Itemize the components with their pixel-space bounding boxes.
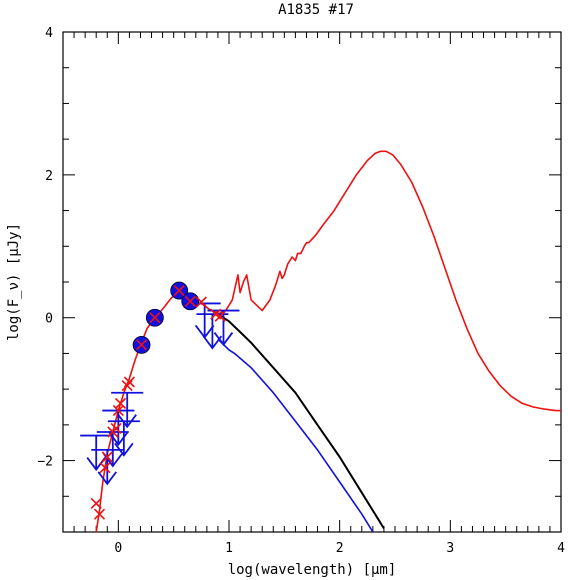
model-cross	[93, 508, 106, 520]
model-cross-stroke	[210, 308, 222, 320]
chart-title: A1835 #17	[278, 2, 354, 18]
series-line-blue	[217, 338, 374, 532]
series-line-black	[217, 313, 385, 529]
model-cross-stroke	[195, 296, 207, 308]
plot-frame	[62, 31, 562, 533]
model-cross	[173, 285, 185, 297]
upper-limit-arrowhead	[97, 471, 117, 486]
model-cross	[99, 462, 111, 474]
model-cross	[149, 312, 161, 324]
model-cross	[112, 405, 124, 417]
upper-limit-markers	[80, 302, 240, 486]
y-tick-label: 2	[45, 169, 53, 184]
x-tick-label: 4	[557, 541, 565, 556]
model-cross-stroke	[90, 497, 102, 509]
y-tick-label: 4	[45, 26, 53, 41]
model-cross-stroke	[123, 376, 135, 388]
model-cross	[90, 497, 102, 509]
y-axis-label: log(F_ν) [μJy]	[6, 223, 22, 341]
upper-limit-arrowhead	[202, 335, 223, 350]
model-cross-stroke	[136, 339, 148, 351]
model-cross-stroke	[112, 405, 124, 417]
upper-limit	[111, 391, 144, 429]
x-tick-labels: 0 1 2 3 4	[114, 541, 565, 556]
y-tick-label: 0	[45, 312, 53, 327]
model-cross-stroke	[99, 462, 111, 474]
model-cross	[110, 422, 122, 434]
model-cross-stroke	[93, 508, 106, 520]
model-cross-stroke	[110, 422, 122, 434]
model-cross	[123, 376, 135, 388]
model-cross	[101, 451, 113, 463]
model-cross	[184, 295, 196, 307]
x-tick-label: 3	[446, 541, 454, 556]
model-photometry-crosses	[90, 285, 226, 520]
upper-limit-arrowhead	[114, 442, 134, 457]
series-line-red	[95, 150, 561, 532]
model-cross	[114, 397, 127, 409]
model-curves	[95, 150, 561, 532]
y-tick-labels: −2 0 2 4	[37, 26, 53, 470]
model-cross-stroke	[149, 312, 161, 324]
model-cross	[136, 339, 148, 351]
axis-ticks	[62, 31, 562, 533]
upper-limit-arrowhead	[213, 332, 234, 347]
upper-limit	[91, 448, 124, 486]
model-cross-stroke	[173, 285, 185, 297]
x-axis-label: log(wavelength) [μm]	[228, 562, 397, 578]
x-tick-label: 0	[114, 541, 122, 556]
y-tick-label: −2	[37, 455, 53, 470]
model-cross-stroke	[101, 451, 113, 463]
x-tick-label: 1	[225, 541, 233, 556]
model-cross	[195, 296, 207, 308]
x-tick-label: 2	[336, 541, 344, 556]
upper-limit-arrowhead	[117, 414, 137, 429]
model-cross	[214, 310, 226, 322]
model-cross-stroke	[214, 310, 226, 322]
model-cross-stroke	[114, 397, 127, 409]
model-cross-stroke	[184, 295, 196, 307]
